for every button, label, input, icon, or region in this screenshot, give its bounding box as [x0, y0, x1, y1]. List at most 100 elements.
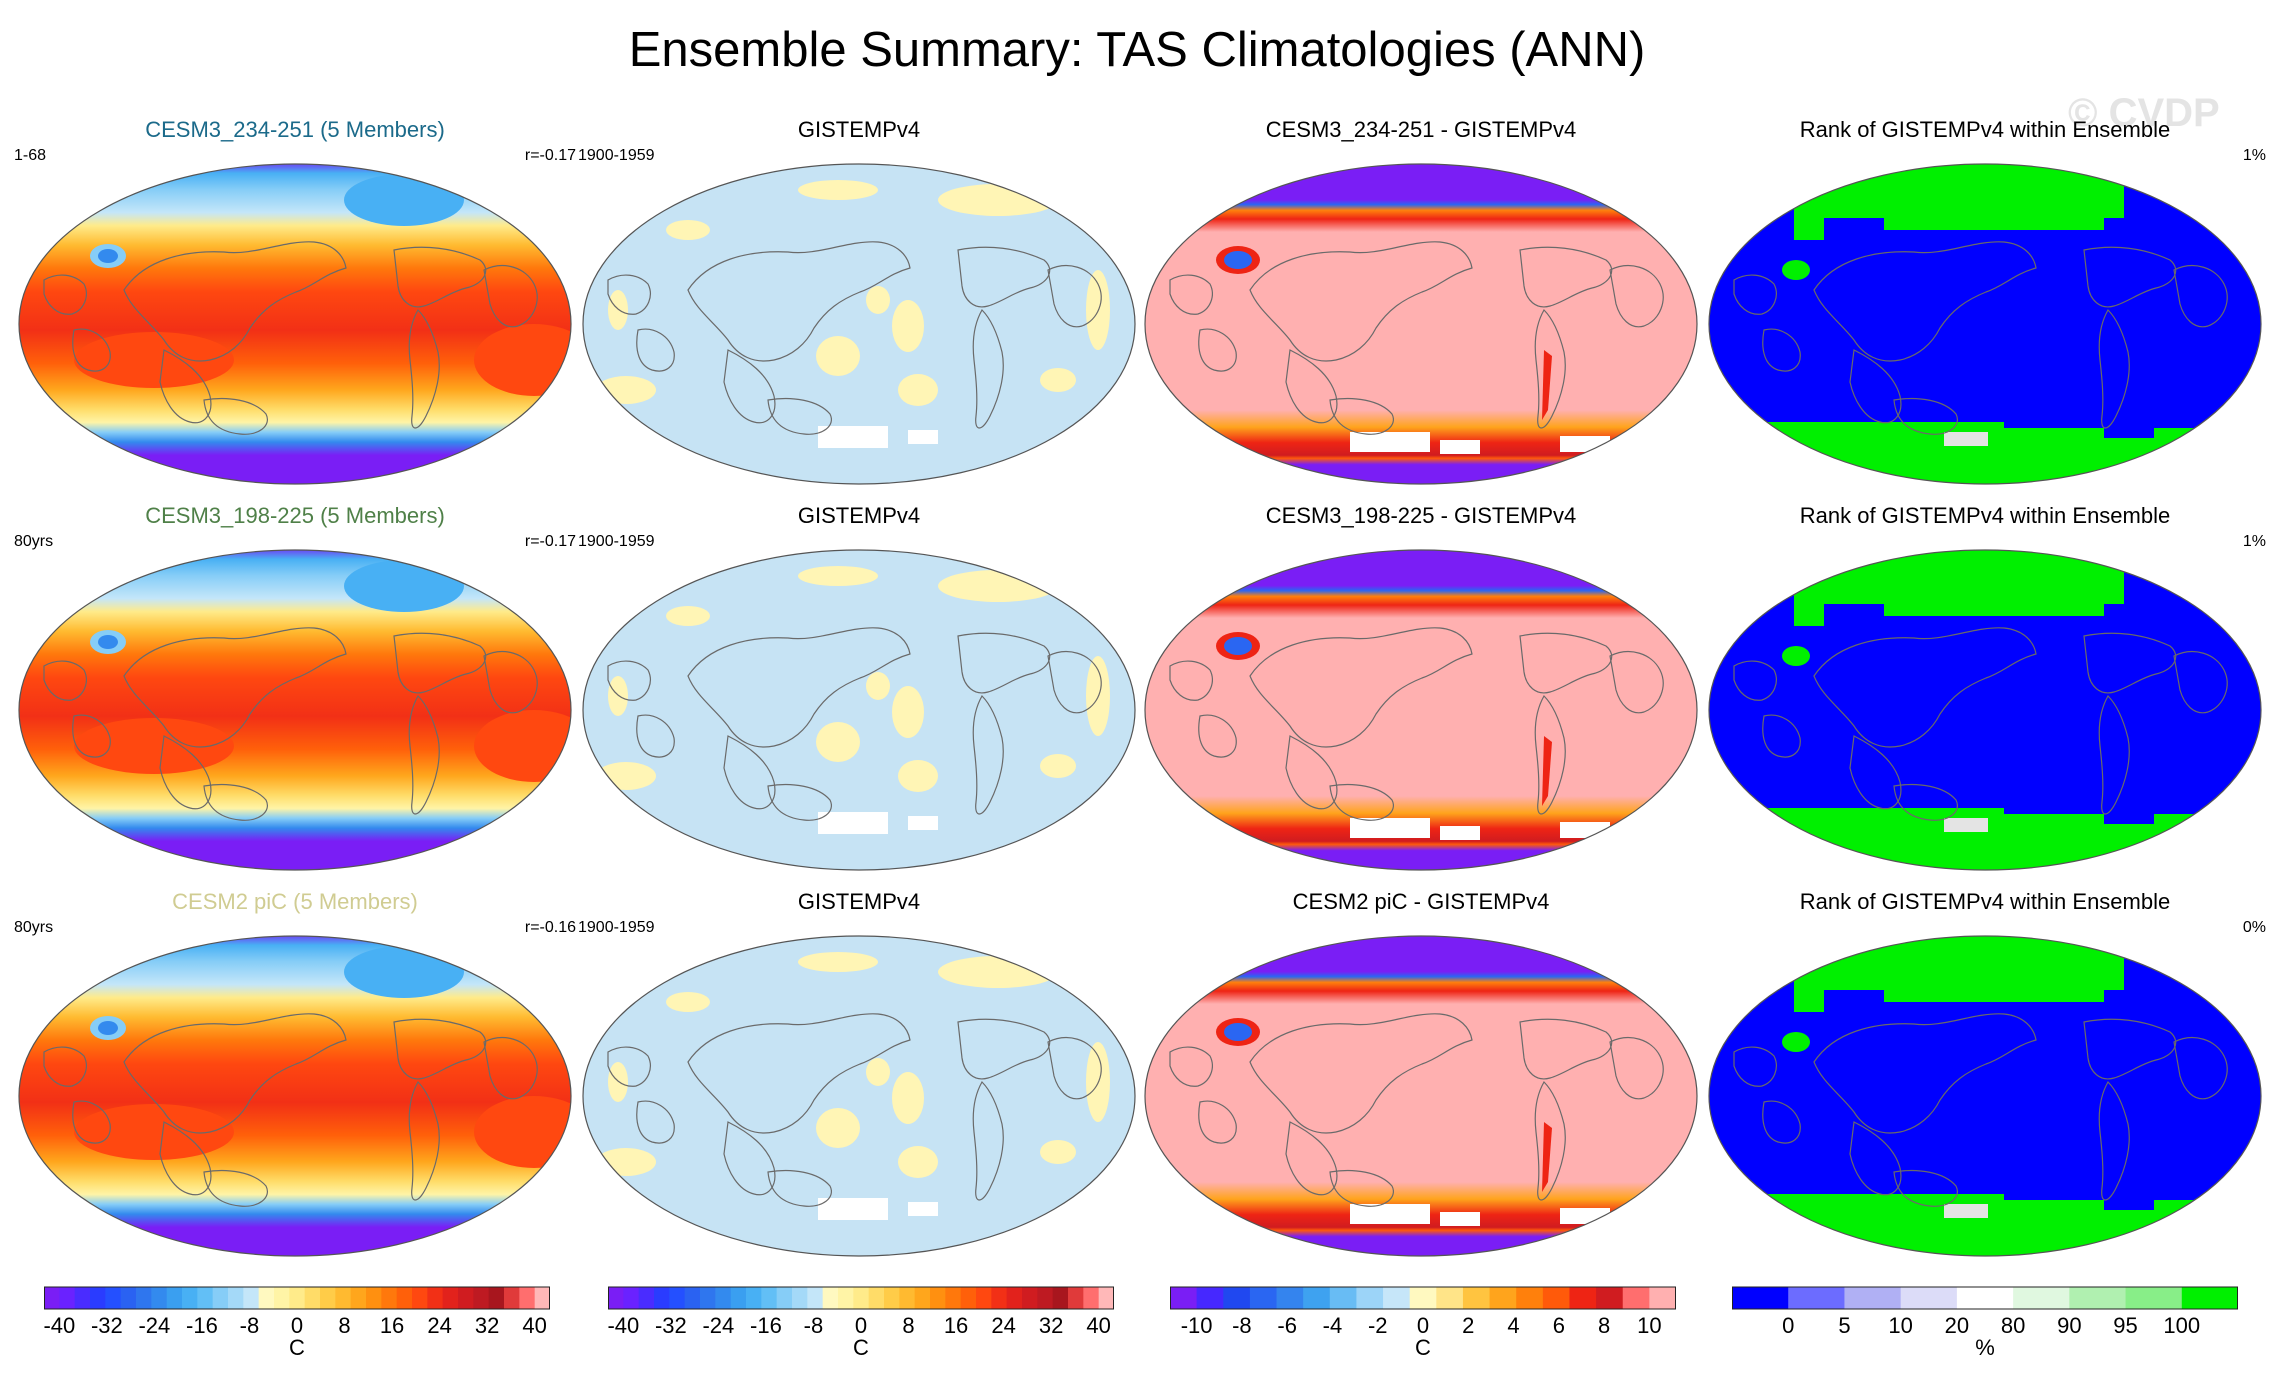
colorbar-tick-label: 10: [1637, 1313, 1662, 1338]
colorbar-swatch: [654, 1287, 670, 1309]
colorbar-swatch: [1052, 1287, 1069, 1309]
difference-colorbar: -10 -8 -6 -4 -2 0 2 4 6 8 10 C: [1170, 1283, 1676, 1383]
rank-percent-label: 1%: [2242, 533, 2266, 550]
colorbar-tick-label: 16: [943, 1313, 969, 1338]
colorbar-tick-label: 4: [1507, 1313, 1520, 1338]
colorbar-swatch: [44, 1287, 60, 1309]
colorbar-tick-label: 100: [2163, 1313, 2201, 1338]
colorbar-tick-label: 16: [379, 1313, 405, 1338]
colorbar-swatch: [1436, 1287, 1464, 1309]
colorbar-swatch: [381, 1287, 398, 1309]
obs-period-label: 1900-1959: [578, 533, 655, 550]
rank-globe-map: [1708, 935, 2262, 1257]
colorbar-swatch: [930, 1287, 946, 1309]
colorbar-swatch: [1223, 1287, 1251, 1309]
colorbar-swatch: [335, 1287, 352, 1309]
colorbar-swatch: [700, 1287, 716, 1309]
obs-panel-title: GISTEMPv4: [797, 503, 921, 528]
colorbar-swatch: [884, 1287, 900, 1309]
colorbar-tick-label: -10: [1180, 1313, 1213, 1338]
colorbar-swatch: [807, 1287, 824, 1309]
model-panel: CESM3_234-251 (5 Members) 1-68 r=-0.17: [14, 116, 576, 488]
obs-panel: GISTEMPv4 1900-1959: [578, 502, 1140, 874]
colorbar-swatch: [182, 1287, 198, 1309]
colorbar-swatch: [1596, 1287, 1624, 1309]
colorbar-swatch: [427, 1287, 444, 1309]
colorbar-tick-label: 20: [1944, 1313, 1970, 1338]
colorbar-swatch: [838, 1287, 854, 1309]
colorbar-tick-label: -16: [186, 1313, 218, 1338]
colorbar-swatch: [488, 1287, 505, 1309]
colorbar-tick-label: 32: [1038, 1313, 1064, 1338]
colorbar-swatch: [519, 1287, 536, 1309]
rank-globe-map: [1708, 163, 2262, 485]
colorbar-swatch: [1956, 1287, 2014, 1309]
model-panel: CESM2 piC (5 Members) 80yrs r=-0.16: [14, 888, 576, 1260]
colorbar-tick-label: -32: [90, 1313, 123, 1338]
rank-colorbar: 0 5 10 20 80 90 95 100%: [1732, 1283, 2238, 1383]
diff-globe-map: [1144, 163, 1698, 485]
colorbar-swatch: [776, 1287, 793, 1309]
colorbar-swatch: [1037, 1287, 1054, 1309]
colorbar-swatch: [289, 1287, 306, 1309]
colorbar-tick-label: -8: [239, 1313, 260, 1338]
colorbar-swatch: [366, 1287, 382, 1309]
colorbar-swatch: [105, 1287, 122, 1309]
colorbar-swatch: [1383, 1287, 1411, 1309]
colorbar-tick-label: 8: [1597, 1313, 1611, 1338]
colorbar-swatch: [320, 1287, 336, 1309]
colorbar-swatch: [730, 1287, 747, 1309]
colorbar-swatch: [1098, 1287, 1114, 1309]
colorbar-tick-label: 10: [1888, 1313, 1913, 1338]
colorbar-tick-label: 2: [1462, 1313, 1475, 1338]
colorbar-swatch: [473, 1287, 490, 1309]
colorbar-swatch: [166, 1287, 183, 1309]
obs-panel: GISTEMPv4 1900-1959: [578, 888, 1140, 1260]
colorbar-tick-label: 24: [427, 1313, 452, 1338]
obs-globe-map: [582, 549, 1136, 871]
colorbar-swatch: [1844, 1287, 1902, 1309]
diff-globe-map: [1144, 549, 1698, 871]
colorbar-swatch: [960, 1287, 977, 1309]
colorbar-swatch: [761, 1287, 778, 1309]
colorbar-tick-label: 8: [338, 1313, 351, 1338]
colorbar-unit-label: C: [853, 1335, 869, 1360]
colorbar-tick-label: -40: [43, 1313, 76, 1338]
colorbar-tick-label: -32: [654, 1313, 687, 1338]
colorbar-swatch: [914, 1287, 931, 1309]
rank-panel: Rank of GISTEMPv4 within Ensemble 1%: [1704, 116, 2266, 488]
rank-percent-label: 1%: [2242, 147, 2266, 164]
cvdp-watermark: © CVDP: [2068, 91, 2220, 135]
pattern-correlation-label: r=-0.17: [524, 533, 576, 550]
colorbar-swatch: [2125, 1287, 2183, 1309]
colorbar-tick-label: -40: [607, 1313, 640, 1338]
diff-panel-title: CESM2 piC - GISTEMPv4: [1292, 889, 1550, 914]
colorbar-swatch: [1006, 1287, 1023, 1309]
model-panel-title: CESM2 piC (5 Members): [172, 889, 418, 914]
obs-panel-title: GISTEMPv4: [797, 117, 921, 142]
colorbar-swatch: [1303, 1287, 1331, 1309]
rank-percent-label: 0%: [2242, 919, 2266, 936]
colorbar-swatch: [136, 1287, 152, 1309]
pattern-correlation-label: r=-0.17: [524, 147, 576, 164]
rank-panel: Rank of GISTEMPv4 within Ensemble 1%: [1704, 502, 2266, 874]
colorbar-tick-label: -8: [1232, 1313, 1252, 1338]
colorbar-swatch: [684, 1287, 701, 1309]
rank-panel-title: Rank of GISTEMPv4 within Ensemble: [1799, 889, 2171, 914]
main-title: Ensemble Summary: TAS Climatologies (ANN…: [628, 23, 1646, 77]
colorbar-swatch: [1462, 1287, 1491, 1309]
colorbar-swatch: [350, 1287, 367, 1309]
colorbar-tick-label: -2: [1367, 1313, 1388, 1338]
colorbar-tick-label: -24: [138, 1313, 171, 1338]
rank-panel-title: Rank of GISTEMPv4 within Ensemble: [1799, 503, 2171, 528]
climatology-colorbar-2: -40 -32 -24 -16 -8 0 8 16 24 32 40 C: [607, 1283, 1114, 1383]
colorbar-swatch: [638, 1287, 655, 1309]
colorbar-swatch: [243, 1287, 260, 1309]
model-period-label: 1-68: [14, 147, 47, 164]
colorbar-swatch: [1622, 1287, 1650, 1309]
colorbar-swatch: [412, 1287, 428, 1309]
colorbar-tick-label: 5: [1838, 1313, 1851, 1338]
diff-panel: CESM2 piC - GISTEMPv4: [1140, 888, 1702, 1260]
colorbar-swatch: [151, 1287, 168, 1309]
colorbar-swatch: [608, 1287, 624, 1309]
